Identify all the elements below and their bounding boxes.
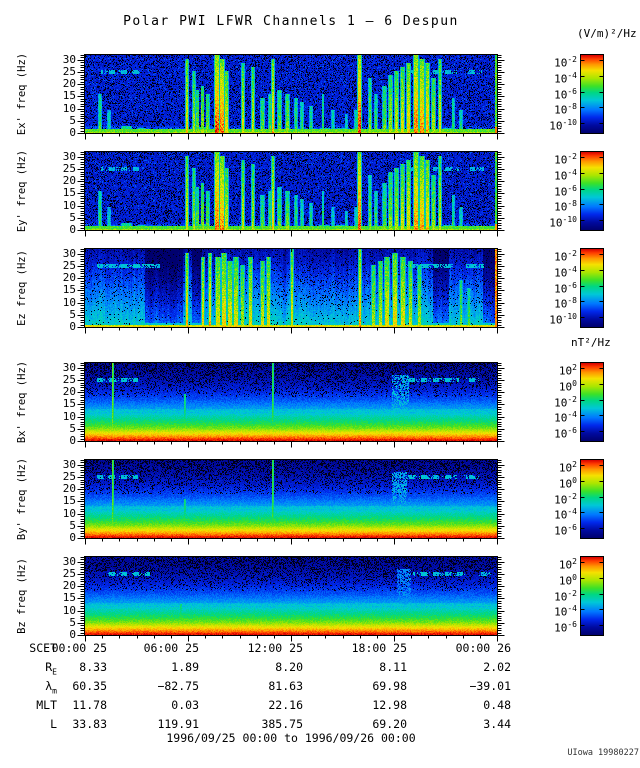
time-axis-label: 06:00 25	[143, 641, 199, 655]
colorbar-ey	[577, 149, 609, 235]
ephemeris-value: 2.02	[483, 660, 511, 674]
colorbar-tick-label: 10-4	[554, 265, 577, 280]
colorbar-tick-label: 10-6	[554, 183, 577, 199]
ephemeris-value: 0.48	[483, 698, 511, 712]
magnetic-units-label: nT²/Hz	[571, 336, 611, 349]
y-axis-label-ex: Ex' freq (Hz)	[16, 52, 28, 136]
colorbar-tick-label: 10-4	[554, 604, 577, 619]
colorbar-tick-label: 10-4	[554, 507, 577, 522]
ephemeris-value: 8.20	[275, 660, 303, 674]
colorbar-tick-label: 102	[558, 363, 577, 379]
colorbar-tick-label: 100	[558, 476, 577, 491]
colorbar-tick-label: 10-10	[549, 311, 577, 327]
ephemeris-value: 3.44	[483, 717, 511, 731]
colorbar-tick-label: 10-6	[554, 86, 577, 102]
ephemeris-value: 60.35	[72, 679, 107, 693]
colorbar-tick-label: 10-2	[554, 394, 577, 410]
spectrogram-ey	[70, 150, 512, 240]
ephemeris-value: 11.78	[72, 698, 107, 712]
colorbar-tick-label: 10-4	[554, 168, 577, 183]
colorbar-tick-label: 10-4	[554, 410, 577, 425]
colorbar-tick-label: 10-6	[554, 425, 577, 441]
colorbar-tick-label: 10-2	[554, 588, 577, 604]
spectrogram-ex	[70, 53, 512, 143]
ephemeris-value: 69.20	[372, 717, 407, 731]
colorbar-ez	[577, 246, 609, 332]
colorbar-by	[577, 457, 609, 543]
colorbar-tick-label: 102	[558, 557, 577, 573]
ephemeris-value: 0.03	[171, 698, 199, 712]
ephemeris-value: 1.89	[171, 660, 199, 674]
ephemeris-value: 119.91	[157, 717, 199, 731]
ephemeris-row-label-mlt: MLT	[36, 698, 57, 712]
colorbar-tick-label: 10-10	[549, 214, 577, 230]
colorbar-tick-label: 10-8	[554, 296, 577, 311]
time-axis-label: 00:00 26	[455, 641, 511, 655]
y-axis-label-ez: Ez freq (Hz)	[16, 250, 28, 326]
ephemeris-value: −39.01	[469, 679, 511, 693]
time-axis-label: 12:00 25	[247, 641, 303, 655]
ephemeris-value: 385.75	[261, 717, 303, 731]
ephemeris-row-label-r: RE	[45, 660, 57, 677]
colorbar-tick-label: 10-6	[554, 522, 577, 538]
colorbar-tick-label: 10-2	[554, 152, 577, 168]
colorbar-tick-label: 10-10	[549, 117, 577, 133]
ephemeris-value: 8.33	[79, 660, 107, 674]
colorbar-tick-label: 10-8	[554, 199, 577, 214]
spectrogram-bz	[70, 555, 512, 645]
ephemeris-row-label-λ: λm	[45, 679, 57, 696]
ephemeris-value: 81.63	[268, 679, 303, 693]
colorbar-tick-label: 10-2	[554, 491, 577, 507]
ephemeris-value: 8.11	[379, 660, 407, 674]
spectrogram-ez	[70, 247, 512, 337]
y-axis-label-by: By' freq (Hz)	[16, 457, 28, 541]
colorbar-tick-label: 10-6	[554, 619, 577, 635]
colorbar-tick-label: 10-8	[554, 102, 577, 117]
colorbar-tick-label: 102	[558, 460, 577, 476]
spectrogram-bx	[70, 361, 512, 451]
ephemeris-value: 12.98	[372, 698, 407, 712]
ephemeris-value: 33.83	[72, 717, 107, 731]
ephemeris-value: 22.16	[268, 698, 303, 712]
ephemeris-value: −82.75	[157, 679, 199, 693]
time-axis-label: 00:00 25	[51, 641, 107, 655]
y-axis-label-bz: Bz freq (Hz)	[16, 558, 28, 634]
colorbar-tick-label: 100	[558, 573, 577, 588]
colorbar-tick-label: 10-6	[554, 280, 577, 296]
colorbar-tick-label: 100	[558, 379, 577, 394]
ephemeris-row-label-scet: SCET	[29, 641, 57, 655]
colorbar-tick-label: 10-4	[554, 71, 577, 86]
page-title: Polar PWI LFWR Channels 1 — 6 Despun	[123, 14, 459, 29]
colorbar-bx	[577, 360, 609, 446]
colorbar-tick-label: 10-2	[554, 55, 577, 71]
electric-units-label: (V/m)²/Hz	[577, 27, 637, 40]
colorbar-tick-label: 10-2	[554, 249, 577, 265]
y-axis-label-bx: Bx' freq (Hz)	[16, 360, 28, 444]
time-axis-label: 18:00 25	[351, 641, 407, 655]
ephemeris-value: 69.98	[372, 679, 407, 693]
date-range-label: 1996/09/25 00:00 to 1996/09/26 00:00	[166, 731, 416, 745]
y-axis-label-ey: Ey' freq (Hz)	[16, 149, 28, 233]
colorbar-bz	[577, 554, 609, 640]
colorbar-ex	[577, 52, 609, 138]
credit-label: UIowa 19980227	[567, 748, 639, 758]
ephemeris-row-label-l: L	[50, 717, 57, 731]
spectrogram-by	[70, 458, 512, 548]
